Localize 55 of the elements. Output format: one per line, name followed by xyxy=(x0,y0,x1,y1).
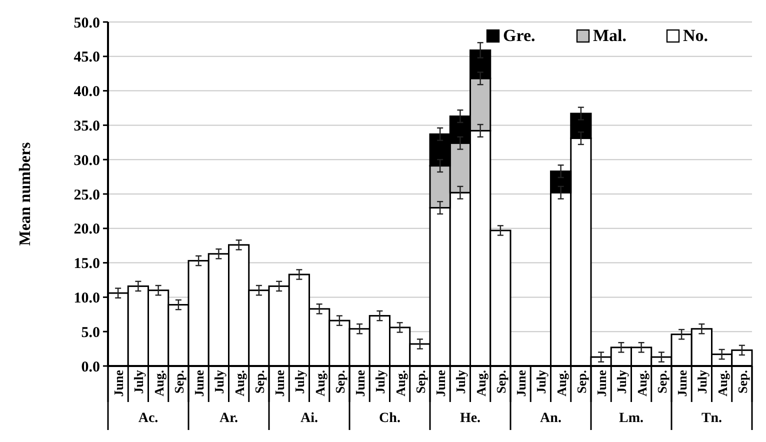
y-tick-label: 40.0 xyxy=(74,84,100,100)
text: Lm. xyxy=(619,411,644,426)
x-tick-label: June xyxy=(192,370,207,397)
x-tick-label: June xyxy=(433,370,448,397)
y-tick-label: 45.0 xyxy=(74,50,100,66)
x-tick-label: Aug. xyxy=(714,370,730,396)
x-tick-label: Aug. xyxy=(232,370,247,396)
x-tick-label: Aug. xyxy=(392,370,408,396)
x-tick-label: July xyxy=(694,370,710,394)
x-tick-label: June xyxy=(514,370,529,397)
text: Tn. xyxy=(701,411,722,426)
text: He. xyxy=(460,411,481,426)
x-tick-label: July xyxy=(212,370,227,394)
x-tick-label: Sep. xyxy=(171,370,186,394)
legend-label: Mal. xyxy=(593,26,627,45)
x-tick-label: July xyxy=(131,370,146,394)
y-tick-label: 10.0 xyxy=(74,290,100,306)
x-tick-label: Aug. xyxy=(151,370,166,396)
x-tick-label: Aug. xyxy=(312,370,328,396)
x-tick-label: Sep. xyxy=(332,370,348,394)
legend-label: Gre. xyxy=(503,26,536,45)
x-tick-label: July xyxy=(453,370,468,394)
x-tick-label: Sep. xyxy=(493,370,508,394)
x-tick-label: Sep. xyxy=(412,370,428,394)
x-tick-label: June xyxy=(674,370,690,397)
x-tick-label: June xyxy=(272,370,288,397)
x-tick-label: June xyxy=(111,370,126,397)
y-axis-title: Mean numbers xyxy=(17,142,34,246)
x-tick-label: Aug. xyxy=(554,370,569,396)
y-tick-label: 25.0 xyxy=(74,187,100,204)
text: An. xyxy=(540,411,562,426)
x-tick-label: Aug. xyxy=(634,370,650,396)
y-tick-label: 0.0 xyxy=(81,359,100,376)
y-tick-label: 15.0 xyxy=(74,256,100,272)
text: Ac. xyxy=(138,411,158,426)
x-tick-label: Sep. xyxy=(574,370,589,394)
y-tick-label: 30.0 xyxy=(74,152,100,169)
y-tick-label: 50.0 xyxy=(74,15,100,32)
x-tick-label: July xyxy=(372,370,388,394)
x-tick-label: July xyxy=(614,370,630,394)
x-tick-label: July xyxy=(292,370,308,394)
x-tick-label: June xyxy=(594,370,610,397)
x-tick-label: July xyxy=(534,370,549,394)
x-tick-label: Sep. xyxy=(654,370,670,394)
x-tick-label: Sep. xyxy=(252,370,267,394)
x-tick-label: Aug. xyxy=(473,370,488,396)
x-tick-label: June xyxy=(352,370,368,397)
y-tick-label: 35.0 xyxy=(74,118,100,134)
y-tick-label: 5.0 xyxy=(81,324,100,341)
x-tick-label: Sep. xyxy=(734,370,750,394)
y-tick-label: 20.0 xyxy=(74,222,100,238)
text: Ar. xyxy=(219,411,238,426)
legend-label: No. xyxy=(683,26,708,45)
text: Ai. xyxy=(300,411,318,426)
text: Ch. xyxy=(379,411,400,426)
